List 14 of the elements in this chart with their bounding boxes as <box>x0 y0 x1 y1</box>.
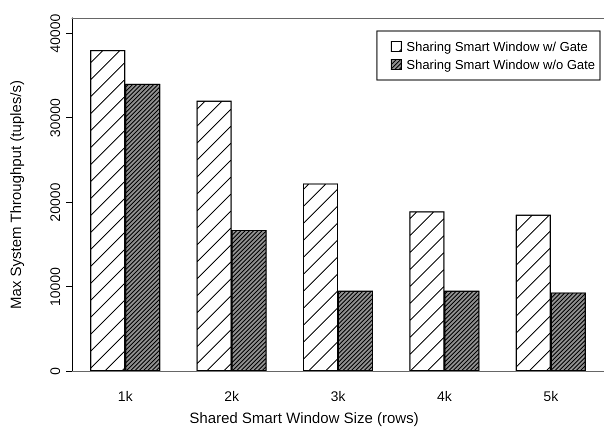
legend-label: Sharing Smart Window w/o Gate <box>406 57 595 72</box>
x-tick-label: 1k <box>118 388 134 404</box>
y-tick-label: 20000 <box>47 182 63 222</box>
y-tick-label: 0 <box>47 366 63 375</box>
x-tick-label: 4k <box>437 388 453 404</box>
y-axis-title: Max System Throughput (tuples/s) <box>8 80 25 309</box>
x-tick-label: 2k <box>224 388 240 404</box>
x-tick-label: 5k <box>543 388 560 404</box>
x-axis-title: Shared Smart Window Size (rows) <box>189 410 419 427</box>
x-tick-label: 3k <box>330 388 346 404</box>
y-tick-label: 40000 <box>47 14 63 53</box>
y-tick-label: 10000 <box>47 266 63 306</box>
legend-label: Sharing Smart Window w/ Gate <box>406 39 588 54</box>
y-tick-label: 30000 <box>47 98 63 138</box>
